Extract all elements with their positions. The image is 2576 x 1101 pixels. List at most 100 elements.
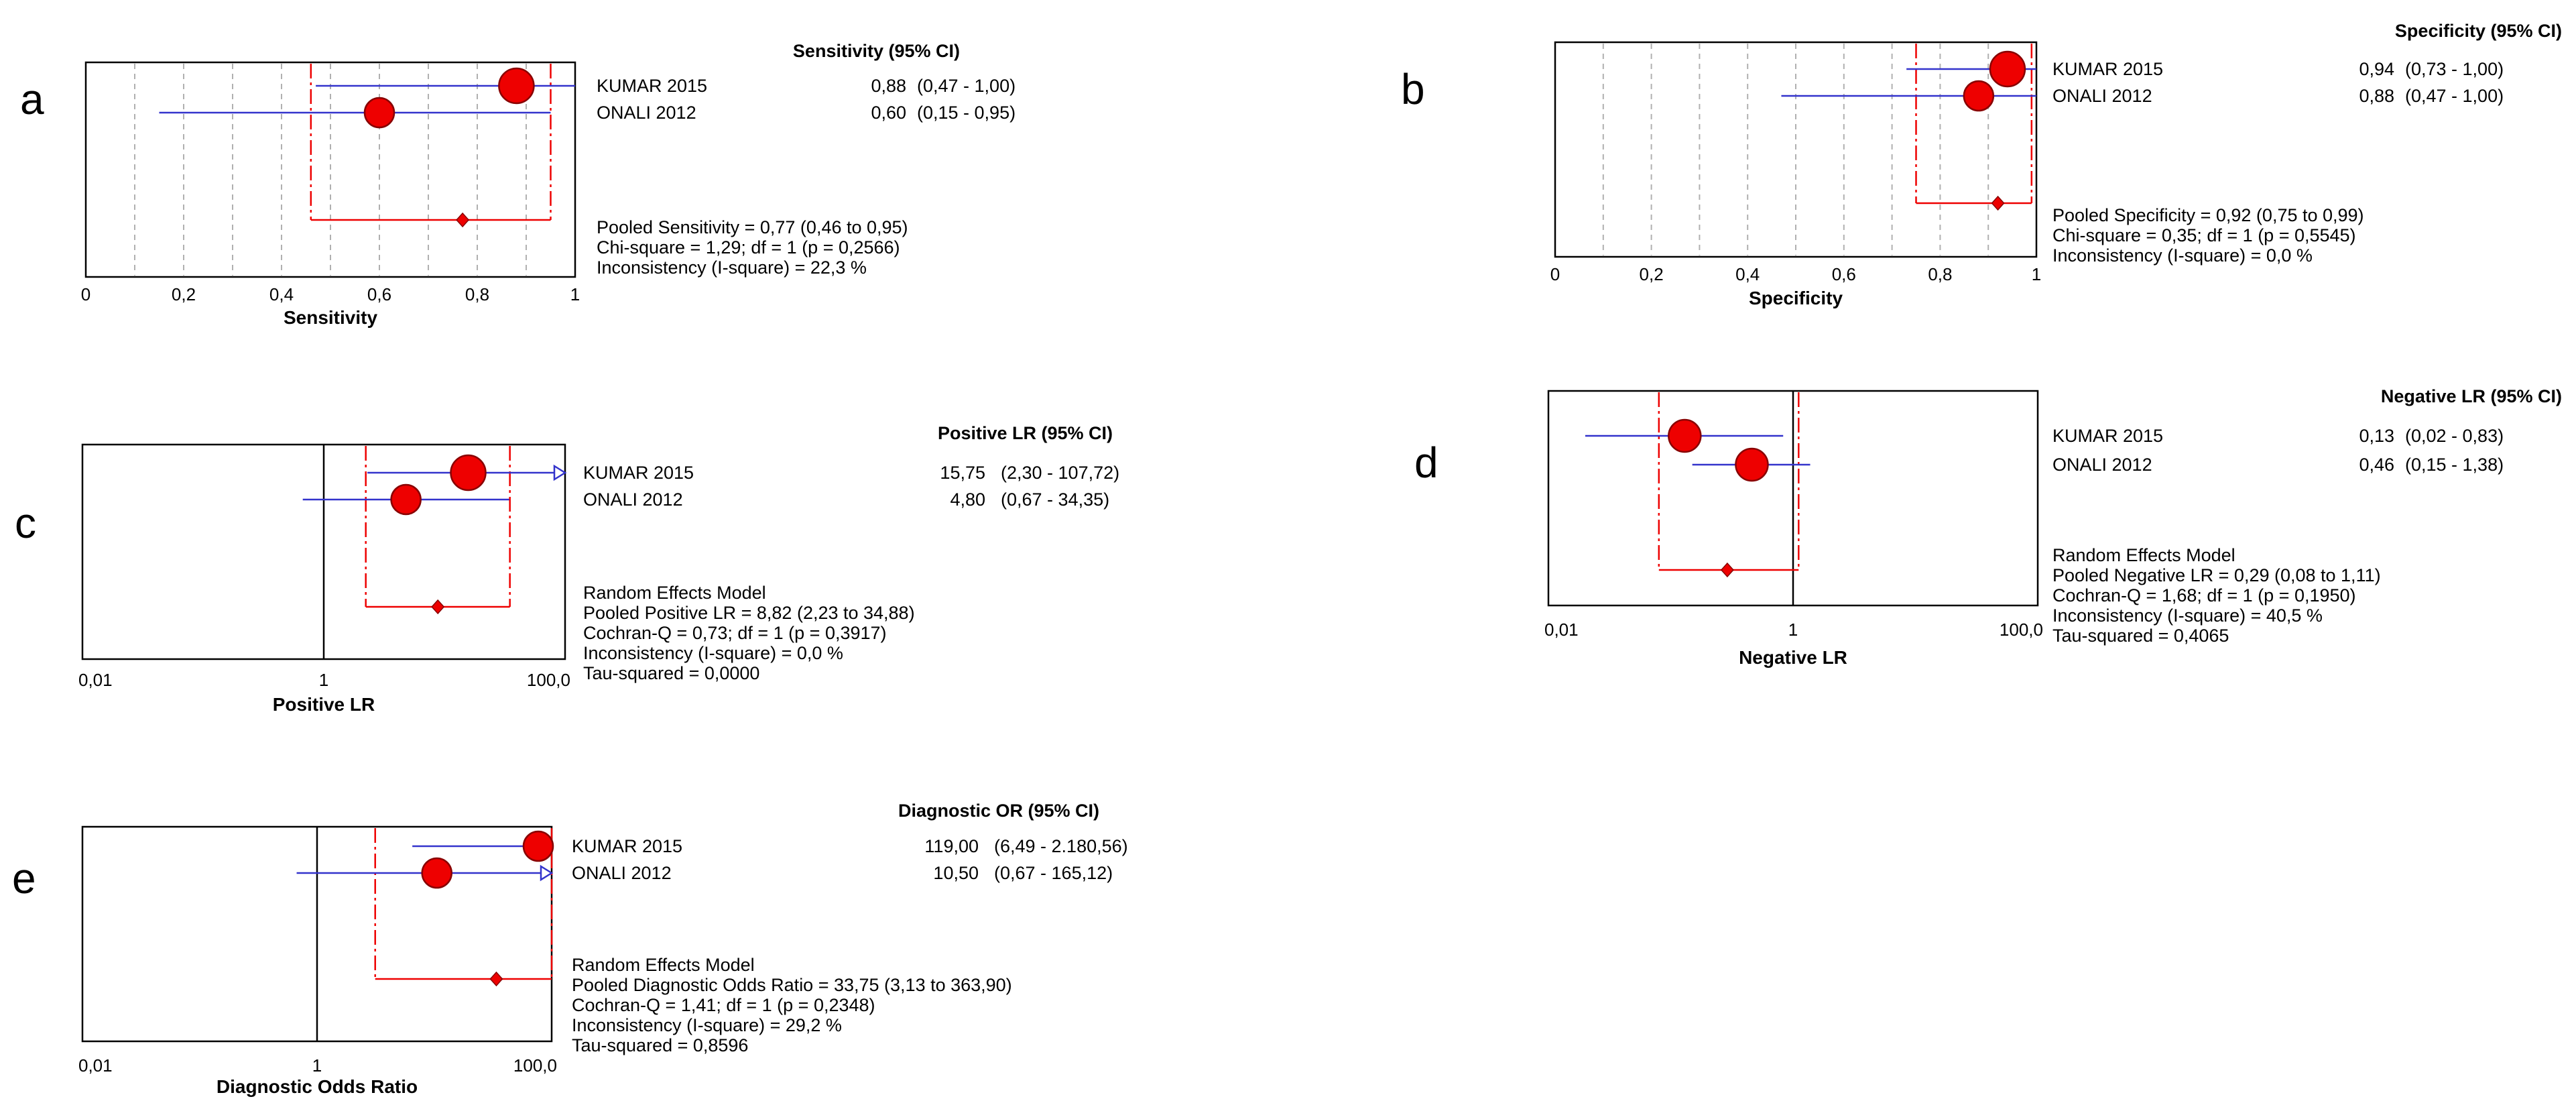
- x-axis-title: Specificity: [1749, 288, 1843, 308]
- x-tick-label: 0,4: [269, 284, 294, 304]
- study-estimate-marker: [421, 857, 452, 889]
- study-name: ONALI 2012: [597, 103, 696, 123]
- study-row: ONALI 2012 0,46 (0,15 - 1,38): [1692, 447, 2504, 482]
- panel-letter: d: [1414, 439, 1438, 487]
- study-estimate-marker: [1963, 80, 1995, 112]
- panel-letter: c: [15, 499, 36, 547]
- panel-letter: b: [1401, 65, 1425, 113]
- study-row: ONALI 2012 0,60 (0,15 - 0,95): [159, 97, 1016, 129]
- study-ci-value: (0,47 - 1,00): [2405, 86, 2504, 106]
- study-name: ONALI 2012: [572, 863, 672, 883]
- study-row: KUMAR 2015 0,88 (0,47 - 1,00): [316, 67, 1016, 105]
- summary-statistic: Tau-squared = 0,0000: [583, 663, 759, 683]
- study-row: ONALI 2012 0,88 (0,47 - 1,00): [1781, 80, 2504, 112]
- study-estimate-value: 0,94: [2359, 59, 2394, 79]
- summary-statistic: Pooled Specificity = 0,92 (0,75 to 0,99): [2052, 205, 2364, 225]
- summary-statistic: Pooled Diagnostic Odds Ratio = 33,75 (3,…: [572, 975, 1012, 995]
- x-tick-label: 1: [319, 670, 328, 690]
- study-ci-value: (0,67 - 165,12): [994, 863, 1113, 883]
- column-header: Specificity (95% CI): [2395, 21, 2562, 41]
- summary-statistic: Random Effects Model: [572, 955, 755, 975]
- column-header: Negative LR (95% CI): [2381, 386, 2562, 406]
- study-name: KUMAR 2015: [572, 836, 682, 856]
- summary-statistic: Tau-squared = 0,4065: [2052, 626, 2229, 646]
- summary-statistic: Cochran-Q = 0,73; df = 1 (p = 0,3917): [583, 623, 887, 643]
- study-estimate-marker: [390, 483, 422, 516]
- study-ci-value: (0,15 - 1,38): [2405, 455, 2504, 475]
- study-row: KUMAR 2015 0,94 (0,73 - 1,00): [1906, 50, 2504, 88]
- x-tick-label: 1: [570, 284, 580, 304]
- study-estimate-marker: [1668, 418, 1702, 453]
- summary-statistic: Tau-squared = 0,8596: [572, 1035, 748, 1055]
- panel-e: e KUMAR 2015 119,00 (6,49 - 2.180,56)ONALI …: [12, 801, 1128, 1097]
- study-name: KUMAR 2015: [583, 463, 694, 483]
- study-row: ONALI 2012 4,80 (0,67 - 34,35): [302, 483, 1109, 516]
- x-tick-label: 0,6: [1832, 264, 1856, 284]
- study-name: ONALI 2012: [2052, 86, 2152, 106]
- study-estimate-value: 0,46: [2359, 455, 2394, 475]
- x-axis-title: Positive LR: [273, 694, 375, 715]
- column-header: Sensitivity (95% CI): [793, 41, 960, 61]
- study-name: KUMAR 2015: [597, 76, 707, 96]
- x-tick-label: 0,6: [367, 284, 391, 304]
- study-estimate-marker: [522, 830, 554, 862]
- study-estimate-marker: [1735, 447, 1769, 482]
- panel-a: a KUMAR 2015 0,88 (0,47 - 1,00) ONALI 2012 0,…: [20, 41, 1016, 328]
- summary-statistic: Inconsistency (I-square) = 40,5 %: [2052, 605, 2323, 626]
- study-ci-value: (0,47 - 1,00): [917, 76, 1016, 96]
- ci-truncation-arrow: [540, 864, 554, 882]
- study-ci-value: (0,67 - 34,35): [1001, 489, 1109, 510]
- x-axis-title: Negative LR: [1739, 647, 1847, 668]
- pooled-estimate-diamond: [456, 212, 470, 228]
- pooled-estimate-diamond: [1720, 562, 1734, 578]
- x-tick-label: 0,8: [465, 284, 489, 304]
- study-estimate-value: 10,50: [933, 863, 979, 883]
- x-tick-label: 0,8: [1928, 264, 1952, 284]
- summary-statistic: Pooled Positive LR = 8,82 (2,23 to 34,88…: [583, 603, 915, 623]
- summary-statistic: Pooled Sensitivity = 0,77 (0,46 to 0,95): [597, 217, 908, 237]
- study-row: ONALI 2012 10,50 (0,67 - 165,12): [296, 857, 1113, 889]
- study-ci-value: (0,15 - 0,95): [917, 103, 1016, 123]
- summary-statistic: Cochran-Q = 1,41; df = 1 (p = 0,2348): [572, 995, 875, 1015]
- study-name: KUMAR 2015: [2052, 59, 2163, 79]
- study-estimate-value: 0,13: [2359, 426, 2394, 446]
- x-tick-label: 100,0: [2000, 620, 2043, 640]
- plot-frame: [1554, 41, 2038, 258]
- x-tick-label: 1: [1788, 620, 1798, 640]
- x-tick-label: 0,01: [78, 1055, 113, 1076]
- study-estimate-marker: [450, 454, 487, 491]
- x-tick-label: 0: [81, 284, 90, 304]
- x-tick-label: 1: [2032, 264, 2041, 284]
- x-tick-label: 0,2: [1640, 264, 1664, 284]
- study-name: KUMAR 2015: [2052, 426, 2163, 446]
- x-tick-label: 100,0: [527, 670, 570, 690]
- study-estimate-marker: [363, 97, 395, 129]
- study-row: KUMAR 2015 0,13 (0,02 - 0,83): [1585, 418, 2504, 453]
- panel-letter: a: [20, 75, 44, 123]
- summary-statistic: Inconsistency (I-square) = 0,0 %: [583, 643, 843, 663]
- x-tick-label: 1: [312, 1055, 322, 1076]
- study-estimate-value: 15,75: [940, 463, 985, 483]
- summary-statistic: Chi-square = 1,29; df = 1 (p = 0,2566): [597, 237, 900, 257]
- column-header: Diagnostic OR (95% CI): [898, 801, 1099, 821]
- study-estimate-value: 4,80: [950, 489, 985, 510]
- summary-statistic: Inconsistency (I-square) = 0,0 %: [2052, 245, 2313, 266]
- x-tick-label: 0,2: [172, 284, 196, 304]
- summary-statistic: Cochran-Q = 1,68; df = 1 (p = 0,1950): [2052, 585, 2356, 605]
- study-row: KUMAR 2015 119,00 (6,49 - 2.180,56): [412, 830, 1128, 862]
- study-estimate-marker: [1989, 50, 2026, 88]
- pooled-estimate-diamond: [489, 971, 503, 987]
- study-name: ONALI 2012: [2052, 455, 2152, 475]
- study-ci-value: (2,30 - 107,72): [1001, 463, 1119, 483]
- study-estimate-marker: [498, 67, 535, 105]
- study-ci-value: (6,49 - 2.180,56): [994, 836, 1128, 856]
- x-axis-title: Sensitivity: [284, 307, 377, 328]
- x-tick-label: 0,01: [1544, 620, 1579, 640]
- summary-statistic: Random Effects Model: [583, 583, 766, 603]
- summary-statistic: Inconsistency (I-square) = 29,2 %: [572, 1015, 842, 1035]
- panel-letter: e: [12, 854, 36, 903]
- x-axis-title: Diagnostic Odds Ratio: [217, 1076, 418, 1097]
- study-row: KUMAR 2015 15,75 (2,30 - 107,72): [367, 454, 1119, 491]
- plot-frame: [84, 61, 576, 278]
